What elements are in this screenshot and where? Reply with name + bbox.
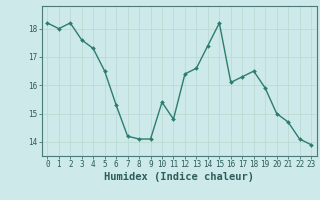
X-axis label: Humidex (Indice chaleur): Humidex (Indice chaleur) xyxy=(104,172,254,182)
